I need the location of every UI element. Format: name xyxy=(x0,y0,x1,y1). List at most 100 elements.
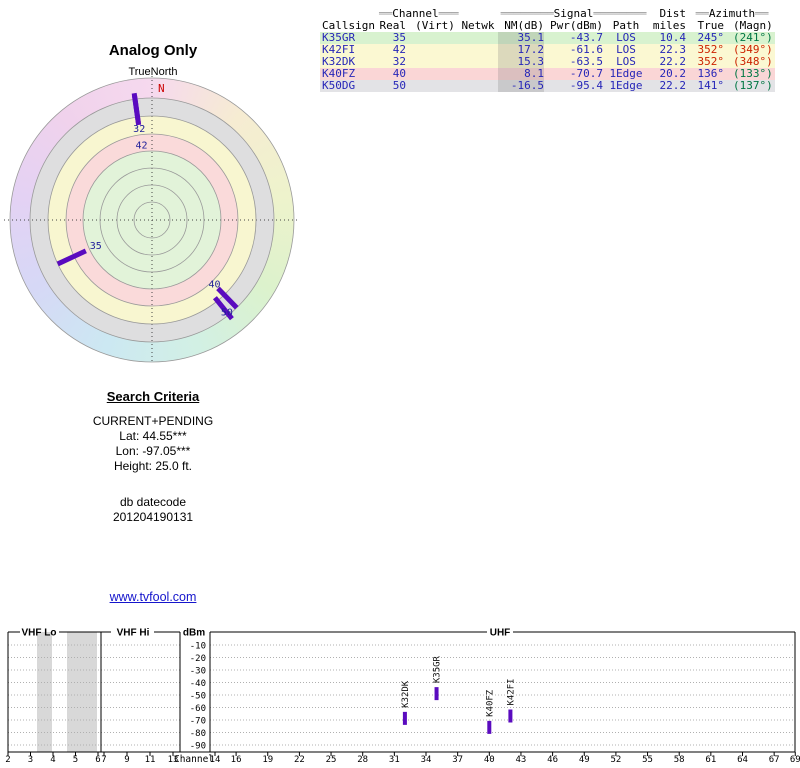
channel-tick-label: 61 xyxy=(705,755,716,765)
dbm-tick-label: -70 xyxy=(190,717,206,727)
channel-tick-label: 3 xyxy=(28,755,33,765)
longitude-value: Lon: -97.05*** xyxy=(115,444,191,458)
channel-tick-label: 6 xyxy=(95,755,100,765)
cell-pwrdbm: -95.4 xyxy=(569,79,603,92)
channel-tick-label: 19 xyxy=(262,755,273,765)
channel-tick-label: 40 xyxy=(484,755,495,765)
callsign-link[interactable]: K32DK xyxy=(322,55,356,68)
column-header-netwk: Netwk xyxy=(461,19,495,32)
channel-tick-label: 11 xyxy=(145,755,156,765)
signal-spectrum-chart: -10 -20 -30 -40 -50 -60 -70 -80 -90 VHF Lo VHF Hi U… xyxy=(5,628,800,766)
station-marker-ch42 xyxy=(131,94,142,126)
cell-true: 352° xyxy=(697,43,725,56)
vhf-shaded-band xyxy=(37,632,52,752)
station-row-k40fz: K40FZ 40 8.1 -70.7 1Edge 20.2 136° (133°) xyxy=(320,68,775,80)
signal-bar-label-k35gr: K35GR xyxy=(433,655,443,683)
callsign-link[interactable]: K50DG xyxy=(322,79,356,92)
search-mode: CURRENT+PENDING xyxy=(92,414,214,428)
column-header-callsign: Callsign xyxy=(322,19,375,32)
cell-real: 32 xyxy=(392,55,406,68)
cell-netwk xyxy=(458,68,498,80)
cell-virt xyxy=(412,68,458,80)
callsign-link[interactable]: K40FZ xyxy=(322,67,356,80)
cell-nmdb: 8.1 xyxy=(498,68,544,80)
dbm-tick-label: -30 xyxy=(190,667,206,677)
search-criteria-heading: Search Criteria xyxy=(106,389,200,404)
channel-tick-label: 9 xyxy=(124,755,129,765)
channel-tick-label: 49 xyxy=(579,755,590,765)
channel-tick-label: 55 xyxy=(642,755,653,765)
channel-tick-label: 25 xyxy=(326,755,337,765)
cell-magn: (348°) xyxy=(733,55,773,68)
cell-nmdb: 15.3 xyxy=(498,56,544,68)
cell-nmdb: -16.5 xyxy=(498,80,544,92)
column-group-channel: ══Channel═══ xyxy=(379,7,459,20)
table-column-header: Callsign Real (Virt) Netwk NM(dB) Pwr(dBm) Pat… xyxy=(320,20,775,32)
channel-tick-label: 43 xyxy=(516,755,527,765)
band-label-vhf-lo: VHF Lo xyxy=(22,628,57,639)
cell-real: 42 xyxy=(392,43,406,56)
channel-label-50: 50 xyxy=(221,307,233,318)
cell-miles: 20.2 xyxy=(659,67,687,80)
channel-tick-label: 2 xyxy=(5,755,10,765)
cell-true: 136° xyxy=(697,67,725,80)
cell-miles: 10.4 xyxy=(659,31,687,44)
callsign-link[interactable]: K42FI xyxy=(322,43,356,56)
cell-path: 1Edge xyxy=(609,67,643,80)
latitude-value: Lat: 44.55*** xyxy=(119,429,187,443)
db-datecode-value: 201204190131 xyxy=(112,510,194,524)
channel-tick-label: 13 xyxy=(168,755,179,765)
channel-tick-label: 52 xyxy=(610,755,621,765)
station-table: ══Channel═══ ════════Signal════════ Dist ══… xyxy=(320,8,775,92)
height-value: Height: 25.0 ft. xyxy=(113,459,193,473)
y-axis-label: dBm xyxy=(183,628,205,639)
cell-real: 40 xyxy=(392,67,406,80)
cell-virt xyxy=(412,32,458,44)
station-marker-ch40 xyxy=(216,286,239,310)
station-row-k35gr: K35GR 35 35.1 -43.7 LOS 10.4 245° (241°) xyxy=(320,32,775,44)
cell-netwk xyxy=(458,80,498,92)
cell-pwrdbm: -63.5 xyxy=(569,55,603,68)
cell-path: LOS xyxy=(616,31,636,44)
dbm-tick-label: -10 xyxy=(190,642,206,652)
station-marker-ch50 xyxy=(212,296,234,321)
signal-bar-k40fz xyxy=(487,720,492,734)
dbm-tick-label: -60 xyxy=(190,704,206,714)
north-indicator: N xyxy=(158,82,165,95)
dbm-tick-label: -40 xyxy=(190,679,206,689)
cell-virt xyxy=(412,80,458,92)
cell-magn: (137°) xyxy=(733,79,773,92)
band-label-uhf: UHF xyxy=(490,628,511,639)
channel-tick-label: 28 xyxy=(357,755,368,765)
channel-label-40: 40 xyxy=(208,280,220,291)
band-label-vhf-hi: VHF Hi xyxy=(117,628,150,639)
channel-tick-label: 69 xyxy=(790,755,800,765)
signal-bar-k35gr xyxy=(434,687,439,701)
tvfool-link[interactable]: www.tvfool.com xyxy=(109,590,197,604)
cell-netwk xyxy=(458,56,498,68)
cell-nmdb: 17.2 xyxy=(498,44,544,56)
cell-true: 245° xyxy=(697,31,725,44)
column-header-path: Path xyxy=(612,19,640,32)
column-header-magn: (Magn) xyxy=(733,19,773,32)
signal-bar-k42fi xyxy=(508,709,513,723)
channel-tick-label: 37 xyxy=(452,755,463,765)
column-header-true: True xyxy=(697,19,725,32)
channel-label-32: 32 xyxy=(133,124,145,135)
cell-magn: (241°) xyxy=(733,31,773,44)
cell-magn: (349°) xyxy=(733,43,773,56)
signal-bar-label-k42fi: K42FI xyxy=(506,678,516,705)
channel-label-42: 42 xyxy=(136,141,148,152)
cell-pwrdbm: -43.7 xyxy=(569,31,603,44)
callsign-link[interactable]: K35GR xyxy=(322,31,356,44)
cell-virt xyxy=(412,44,458,56)
coverage-polar-chart: N 32 42 35 40 50 xyxy=(4,76,300,364)
cell-pwrdbm: -61.6 xyxy=(569,43,603,56)
x-axis-label: Channel xyxy=(174,754,214,765)
vhf-shaded-band xyxy=(67,632,97,752)
station-marker-ch35 xyxy=(56,248,87,267)
channel-tick-label: 16 xyxy=(231,755,242,765)
column-header-virt: (Virt) xyxy=(415,19,455,32)
cell-pwrdbm: -70.7 xyxy=(569,67,603,80)
